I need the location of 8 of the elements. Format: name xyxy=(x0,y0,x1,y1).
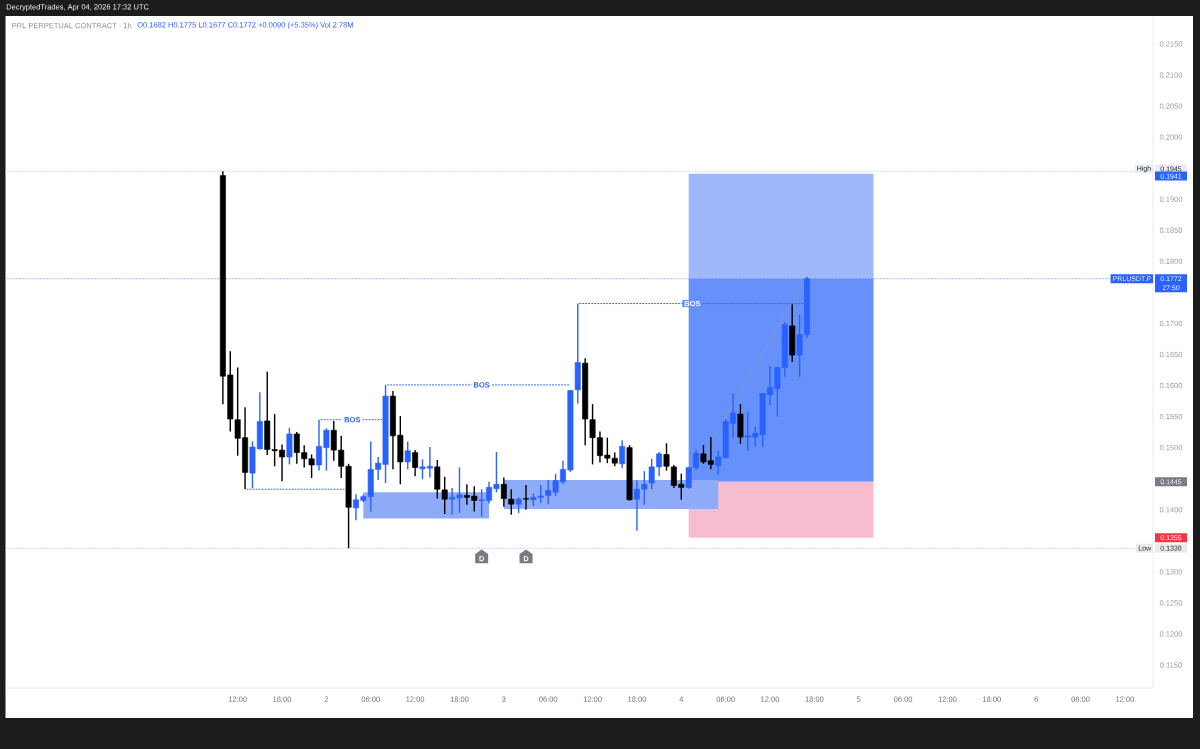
candlestick xyxy=(523,484,529,511)
candlestick xyxy=(508,488,515,516)
candlestick xyxy=(412,449,419,477)
candlestick xyxy=(286,427,293,466)
candlestick xyxy=(500,476,507,508)
candlestick xyxy=(737,403,744,445)
candlestick xyxy=(619,439,626,469)
candlestick xyxy=(404,440,411,471)
